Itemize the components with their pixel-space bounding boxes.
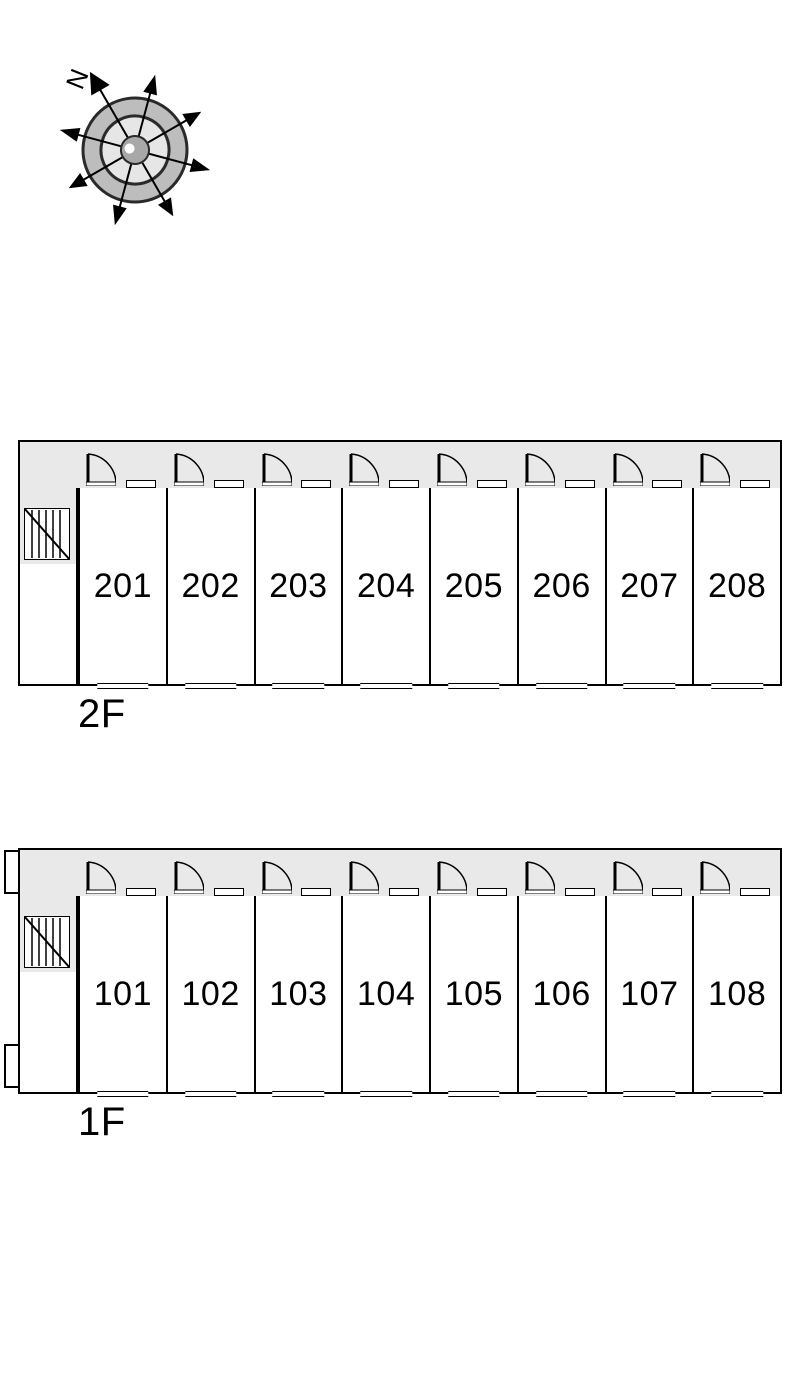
room-number: 108 — [708, 975, 766, 1014]
window-icon — [448, 1091, 499, 1097]
room-unit: 101 — [78, 896, 168, 1094]
exterior-door — [4, 1044, 18, 1088]
room-unit: 107 — [607, 896, 695, 1094]
room-unit: 204 — [343, 488, 431, 686]
room-number: 208 — [708, 567, 766, 606]
compass-rose: N — [40, 55, 210, 225]
compass-north-label: N — [60, 64, 95, 93]
vent-icon — [126, 480, 156, 488]
vent-icon — [740, 480, 770, 488]
room-unit: 102 — [168, 896, 256, 1094]
room-unit: 108 — [694, 896, 782, 1094]
window-icon — [185, 683, 236, 689]
window-icon — [536, 683, 587, 689]
vent-icon — [214, 480, 244, 488]
compass-svg: N — [40, 55, 210, 225]
room-unit: 207 — [607, 488, 695, 686]
room-number: 105 — [445, 975, 503, 1014]
vent-icon — [389, 888, 419, 896]
floor-f2: 201 202 203 204 205 206 207 208 2F — [18, 440, 782, 490]
vent-icon — [652, 480, 682, 488]
window-icon — [711, 683, 762, 689]
vent-icon — [477, 888, 507, 896]
exterior-door — [4, 850, 18, 894]
window-icon — [273, 1091, 324, 1097]
room-number: 103 — [269, 975, 327, 1014]
room-unit: 206 — [519, 488, 607, 686]
room-unit: 201 — [78, 488, 168, 686]
floorplan-canvas: N 201 202 203 204 205 206 — [0, 0, 800, 1373]
room-number: 202 — [182, 567, 240, 606]
window-icon — [360, 1091, 411, 1097]
room-unit: 203 — [256, 488, 344, 686]
window-icon — [360, 683, 411, 689]
vent-icon — [740, 888, 770, 896]
floor-label: 1F — [78, 1100, 126, 1145]
stairwell — [18, 896, 78, 1094]
room-unit: 208 — [694, 488, 782, 686]
room-number: 205 — [445, 567, 503, 606]
room-number: 106 — [533, 975, 591, 1014]
vent-icon — [126, 888, 156, 896]
vent-icon — [214, 888, 244, 896]
room-unit: 106 — [519, 896, 607, 1094]
room-number: 102 — [182, 975, 240, 1014]
window-icon — [97, 1091, 148, 1097]
room-number: 201 — [94, 567, 152, 606]
room-number: 206 — [533, 567, 591, 606]
window-icon — [536, 1091, 587, 1097]
stairwell — [18, 488, 78, 686]
room-number: 203 — [269, 567, 327, 606]
stair-icon — [24, 916, 70, 968]
window-icon — [185, 1091, 236, 1097]
vent-icon — [301, 888, 331, 896]
room-unit: 104 — [343, 896, 431, 1094]
vent-icon — [477, 480, 507, 488]
window-icon — [97, 683, 148, 689]
vent-icon — [652, 888, 682, 896]
vent-icon — [389, 480, 419, 488]
window-icon — [624, 683, 675, 689]
rooms-row: 101 102 103 104 105 106 107 108 — [78, 896, 782, 1094]
rooms-row: 201 202 203 204 205 206 207 208 — [78, 488, 782, 686]
room-unit: 202 — [168, 488, 256, 686]
floor-f1: 101 102 103 104 105 106 107 108 1F — [18, 848, 782, 898]
room-number: 204 — [357, 567, 415, 606]
floor-label: 2F — [78, 692, 126, 737]
stair-icon — [24, 508, 70, 560]
window-icon — [448, 683, 499, 689]
window-icon — [711, 1091, 762, 1097]
room-number: 101 — [94, 975, 152, 1014]
room-number: 104 — [357, 975, 415, 1014]
window-icon — [273, 683, 324, 689]
vent-icon — [565, 480, 595, 488]
room-unit: 105 — [431, 896, 519, 1094]
vent-icon — [565, 888, 595, 896]
vent-icon — [301, 480, 331, 488]
room-number: 107 — [620, 975, 678, 1014]
room-unit: 205 — [431, 488, 519, 686]
room-unit: 103 — [256, 896, 344, 1094]
window-icon — [624, 1091, 675, 1097]
room-number: 207 — [620, 567, 678, 606]
